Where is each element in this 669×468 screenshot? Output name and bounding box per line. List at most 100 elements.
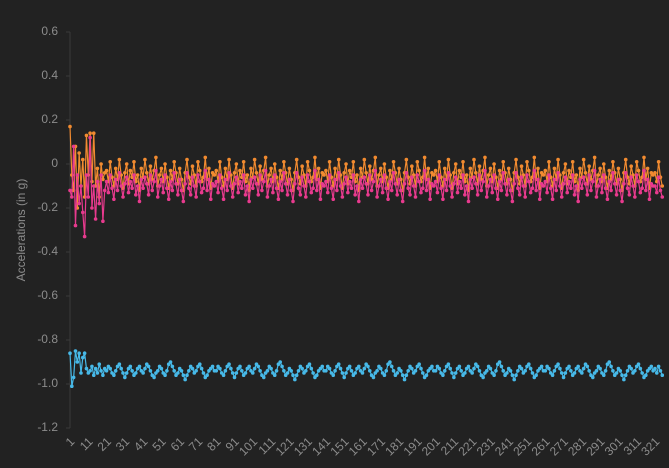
data-point (272, 173, 277, 177)
data-point (97, 201, 102, 206)
data-point (201, 186, 206, 190)
data-point (367, 369, 372, 373)
data-point (298, 193, 303, 197)
data-point (388, 168, 392, 173)
data-point (245, 173, 250, 177)
data-point (452, 182, 456, 186)
data-point (340, 371, 345, 375)
data-point (503, 182, 507, 186)
data-point (654, 371, 659, 375)
data-point (139, 166, 144, 171)
data-point (360, 371, 365, 375)
data-point (108, 173, 113, 177)
data-point (192, 184, 197, 188)
data-point (307, 179, 312, 184)
data-point (437, 173, 442, 177)
data-point (625, 369, 630, 373)
data-point (620, 373, 624, 378)
data-point (422, 155, 427, 160)
data-point (656, 175, 661, 179)
data-point (99, 173, 103, 177)
data-point (106, 190, 111, 195)
data-point (556, 157, 560, 162)
data-point (144, 171, 149, 175)
data-point (585, 364, 590, 369)
data-point (415, 173, 420, 177)
data-point (229, 184, 233, 188)
data-point (143, 157, 147, 162)
data-point (203, 168, 208, 173)
data-point (388, 179, 392, 184)
data-point (497, 168, 502, 173)
data-point (472, 175, 476, 179)
data-point (223, 166, 228, 171)
data-point (80, 210, 85, 215)
data-point (77, 351, 81, 356)
data-point (547, 160, 551, 164)
data-point (234, 162, 239, 166)
data-point (196, 173, 200, 177)
data-point (539, 364, 544, 369)
data-point (611, 369, 615, 373)
data-point (653, 184, 657, 188)
data-point (563, 175, 568, 179)
data-point (580, 186, 584, 190)
data-point (430, 364, 434, 369)
data-point (194, 369, 198, 373)
data-point (435, 190, 440, 195)
data-point (364, 182, 368, 186)
data-point (594, 195, 599, 199)
data-point (219, 186, 224, 190)
data-point (223, 369, 228, 373)
y-tick-label: 0.4 (41, 68, 58, 82)
data-point (241, 173, 246, 177)
data-point (512, 182, 517, 186)
data-point (256, 364, 261, 369)
data-point (477, 164, 482, 168)
data-point (265, 195, 270, 199)
data-point (272, 162, 277, 166)
data-point (168, 168, 173, 173)
data-point (543, 369, 548, 373)
data-point (238, 364, 242, 369)
data-point (82, 234, 87, 239)
data-point (168, 179, 173, 184)
data-point (99, 369, 103, 373)
data-point (357, 199, 361, 204)
data-point (261, 375, 266, 380)
data-point (612, 182, 617, 186)
data-point (658, 188, 663, 193)
data-point (93, 217, 98, 221)
data-point (302, 184, 306, 188)
data-point (135, 173, 140, 177)
data-point (382, 162, 387, 166)
data-point (291, 199, 295, 204)
data-point (578, 177, 582, 182)
data-point (433, 168, 438, 173)
data-point (380, 190, 385, 195)
data-point (287, 177, 292, 182)
data-point (543, 168, 548, 173)
data-point (618, 188, 623, 193)
data-point (84, 366, 89, 371)
data-point (347, 179, 352, 184)
data-point (313, 155, 317, 160)
data-point (287, 166, 292, 171)
data-point (314, 188, 319, 193)
data-point (603, 369, 608, 373)
data-point (587, 173, 591, 177)
data-point (300, 175, 304, 179)
data-point (488, 177, 493, 182)
data-point (514, 157, 518, 162)
data-point (234, 371, 239, 375)
data-point (84, 133, 89, 138)
data-point (627, 193, 632, 197)
data-point (88, 369, 92, 373)
data-point (623, 157, 628, 162)
data-point (232, 182, 237, 186)
data-point (119, 184, 123, 188)
data-point (419, 366, 423, 371)
data-point (611, 171, 615, 175)
data-point (607, 179, 612, 184)
data-point (161, 190, 166, 195)
